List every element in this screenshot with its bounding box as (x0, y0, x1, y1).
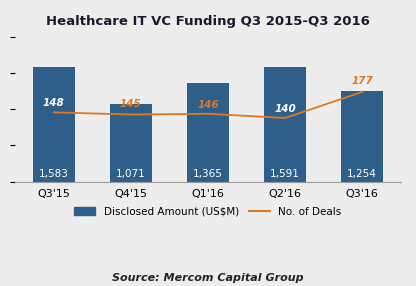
Text: 148: 148 (43, 98, 64, 108)
Text: 1,583: 1,583 (39, 169, 69, 179)
Text: 146: 146 (197, 100, 219, 110)
Text: 145: 145 (120, 99, 142, 109)
Bar (32, 67, 75, 182)
Text: 1,071: 1,071 (116, 169, 146, 179)
Text: 140: 140 (274, 104, 296, 114)
Legend: Disclosed Amount (US$M), No. of Deals: Disclosed Amount (US$M), No. of Deals (70, 202, 346, 221)
Bar (341, 91, 384, 182)
Title: Healthcare IT VC Funding Q3 2015-Q3 2016: Healthcare IT VC Funding Q3 2015-Q3 2016 (46, 15, 370, 28)
Text: 1,591: 1,591 (270, 169, 300, 179)
Text: 1,365: 1,365 (193, 169, 223, 179)
Text: 1,254: 1,254 (347, 169, 377, 179)
Bar (110, 104, 152, 182)
Text: Source: Mercom Capital Group: Source: Mercom Capital Group (112, 273, 304, 283)
Text: 177: 177 (352, 76, 373, 86)
Bar (264, 67, 306, 182)
Bar (187, 83, 229, 182)
